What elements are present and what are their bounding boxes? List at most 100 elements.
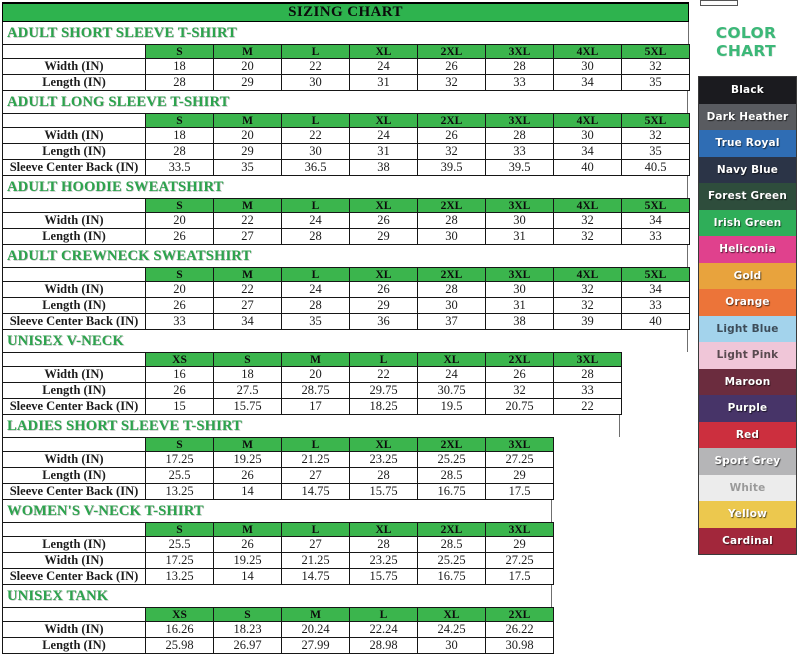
measurement-value: 26	[417, 58, 486, 75]
measurement-row: Width (IN) 16.26 18.23 20.24 22.24 24.25 26.22	[2, 621, 554, 638]
measurement-value: 32	[621, 58, 690, 75]
size-header-row: S M L XL 2XL 3XL 4XL 5XL	[2, 113, 690, 128]
measurement-row: Sleeve Center Back (IN) 13.25 14 14.75 15.75…	[2, 483, 554, 500]
measurement-value: 32	[553, 212, 622, 229]
measurement-value: 17.25	[145, 552, 214, 569]
section-title: ADULT LONG SLEEVE T-SHIRT	[2, 91, 688, 113]
measurement-value: 30.98	[485, 637, 554, 654]
measurement-value: 22	[553, 398, 622, 415]
measurement-value: 28	[485, 127, 554, 144]
size-header: 4XL	[553, 198, 622, 213]
measurement-value: 15.75	[213, 398, 282, 415]
measurement-value: 26	[213, 467, 282, 484]
measurement-value: 34	[213, 313, 282, 330]
measurement-value: 25.5	[145, 467, 214, 484]
measurement-value: 22	[349, 366, 418, 383]
measurement-value: 40	[553, 159, 622, 176]
measurement-value: 35	[281, 313, 350, 330]
measurement-value: 18.25	[349, 398, 418, 415]
color-swatch: Cardinal	[699, 527, 796, 554]
measurement-value: 26	[349, 212, 418, 229]
measurement-value: 28.5	[417, 536, 486, 553]
size-header: S	[145, 522, 214, 537]
measurement-label: Sleeve Center Back (IN)	[2, 568, 146, 585]
size-header: XL	[349, 437, 418, 452]
measurement-value: 23.25	[349, 552, 418, 569]
measurement-value: 17.5	[485, 568, 554, 585]
measurement-row: Sleeve Center Back (IN) 13.25 14 14.75 15.75…	[2, 568, 554, 585]
measurement-value: 31	[485, 228, 554, 245]
size-header: 3XL	[485, 113, 554, 128]
measurement-value: 13.25	[145, 568, 214, 585]
measurement-value: 24	[349, 58, 418, 75]
measurement-value: 16.26	[145, 621, 214, 638]
measurement-label: Length (IN)	[2, 143, 146, 160]
measurement-row: Length (IN) 28 29 30 31 32 33 34 35	[2, 143, 690, 160]
size-section: ADULT SHORT SLEEVE T-SHIRT S M L XL 2XL 3XL 4XL…	[2, 22, 690, 91]
measurement-value: 24	[281, 212, 350, 229]
size-header: S	[145, 437, 214, 452]
size-header: 5XL	[621, 198, 690, 213]
measurement-value: 26	[145, 228, 214, 245]
measurement-value: 29	[349, 228, 418, 245]
size-section: UNISEX V-NECK XS S M L XL 2XL 3XL Width (IN) 16 18…	[2, 330, 690, 415]
measurement-value: 30	[553, 58, 622, 75]
size-header: 4XL	[553, 44, 622, 59]
measurement-value: 19.5	[417, 398, 486, 415]
measurement-value: 37	[417, 313, 486, 330]
corner-cell	[2, 607, 146, 622]
measurement-row: Length (IN) 26 27.5 28.75 29.75 30.75 32 33	[2, 382, 622, 399]
measurement-value: 32	[417, 74, 486, 91]
size-header: XL	[349, 522, 418, 537]
measurement-value: 24.25	[417, 621, 486, 638]
measurement-value: 14	[213, 483, 282, 500]
measurement-value: 32	[621, 127, 690, 144]
measurement-label: Sleeve Center Back (IN)	[2, 483, 146, 500]
measurement-value: 20	[145, 281, 214, 298]
size-table: S M L XL 2XL 3XL Length (IN) 25.5 26 27 28 28.5 29 Wi…	[2, 522, 554, 585]
size-header: 2XL	[417, 437, 486, 452]
size-header: 4XL	[553, 113, 622, 128]
corner-cell	[2, 113, 146, 128]
measurement-row: Width (IN) 17.25 19.25 21.25 23.25 25.25 27.25	[2, 552, 554, 569]
measurement-value: 40	[621, 313, 690, 330]
size-header: M	[213, 44, 282, 59]
measurement-value: 15.75	[349, 568, 418, 585]
size-header: XL	[417, 352, 486, 367]
size-header: S	[145, 113, 214, 128]
measurement-value: 40.5	[621, 159, 690, 176]
measurement-label: Sleeve Center Back (IN)	[2, 398, 146, 415]
color-swatch: Light Pink	[699, 342, 796, 369]
measurement-value: 26.97	[213, 637, 282, 654]
measurement-value: 26	[349, 281, 418, 298]
measurement-value: 26	[145, 382, 214, 399]
measurement-value: 15.75	[349, 483, 418, 500]
size-header: 2XL	[417, 44, 486, 59]
measurement-value: 16.75	[417, 483, 486, 500]
measurement-value: 26.22	[485, 621, 554, 638]
measurement-row: Length (IN) 26 27 28 29 30 31 32 33	[2, 297, 690, 314]
measurement-value: 13.25	[145, 483, 214, 500]
measurement-value: 33	[485, 143, 554, 160]
measurement-value: 17.25	[145, 451, 214, 468]
measurement-value: 25.98	[145, 637, 214, 654]
color-chart-area: COLOR CHART Black Dark Heather True Royal N…	[696, 0, 797, 555]
measurement-value: 17.5	[485, 483, 554, 500]
section-title: ADULT CREWNECK SWEATSHIRT	[2, 245, 688, 267]
corner-cell	[2, 437, 146, 452]
measurement-value: 27	[213, 228, 282, 245]
corner-cell	[2, 44, 146, 59]
sizing-chart-area: SIZING CHART ADULT SHORT SLEEVE T-SHIRT S…	[2, 2, 690, 654]
color-swatch: True Royal	[699, 130, 796, 157]
size-header: M	[281, 607, 350, 622]
measurement-value: 27	[281, 467, 350, 484]
measurement-value: 33	[621, 228, 690, 245]
measurement-value: 18.23	[213, 621, 282, 638]
measurement-value: 36	[349, 313, 418, 330]
size-header: L	[281, 113, 350, 128]
size-table: S M L XL 2XL 3XL 4XL 5XL Width (IN) 18 20 22 24 26 28 3…	[2, 113, 690, 176]
measurement-value: 28.5	[417, 467, 486, 484]
size-header: L	[281, 522, 350, 537]
measurement-label: Sleeve Center Back (IN)	[2, 313, 146, 330]
